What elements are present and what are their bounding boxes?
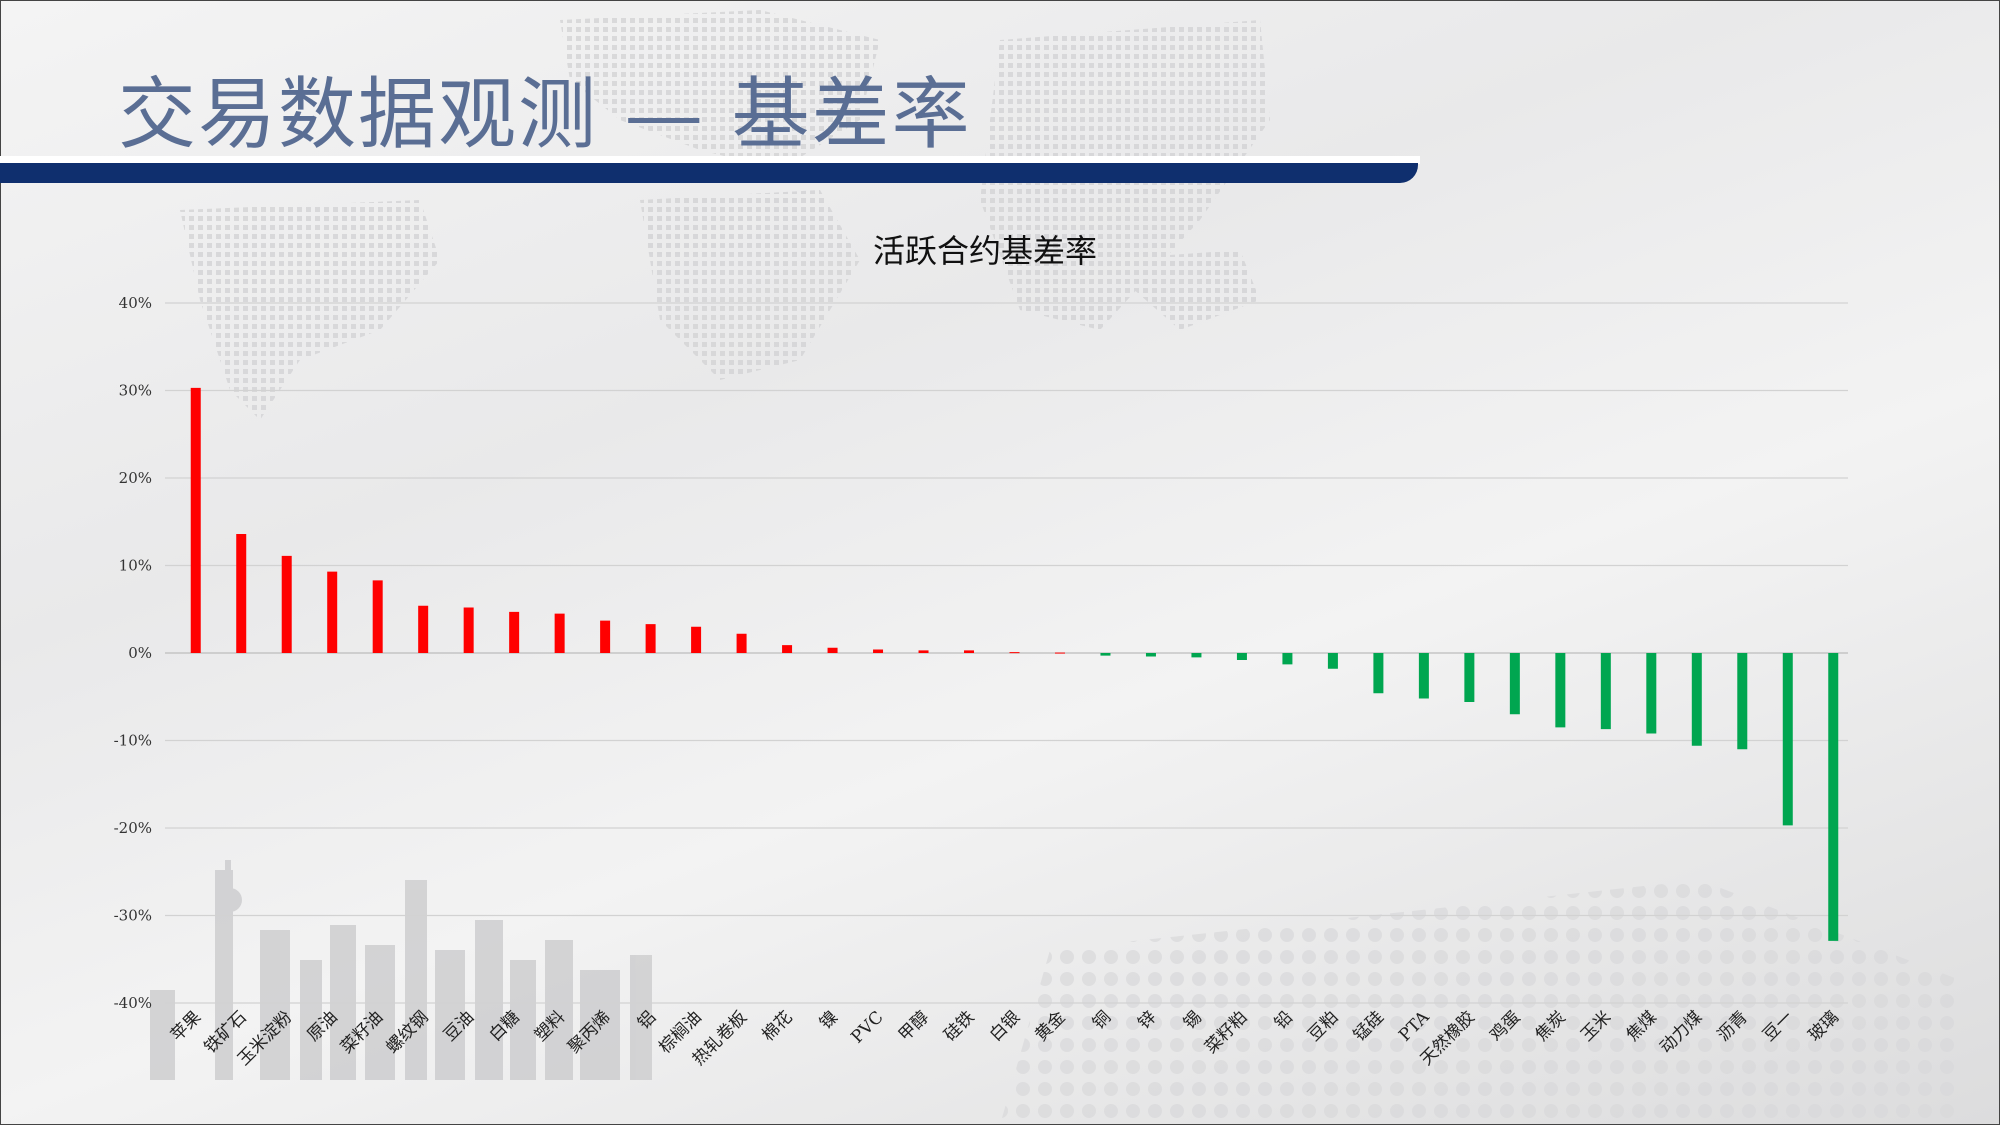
- bar: [964, 650, 975, 653]
- bar: [918, 650, 929, 653]
- x-category-label: 豆油: [440, 1007, 478, 1045]
- bar: [1418, 653, 1429, 699]
- bar: [1191, 653, 1202, 658]
- bar: [190, 387, 201, 653]
- bar: [418, 605, 429, 653]
- x-category-label: PTA: [1395, 1007, 1434, 1046]
- x-category-label: 聚丙烯: [564, 1007, 614, 1057]
- bar: [236, 534, 247, 653]
- y-tick-label: 0%: [128, 644, 152, 662]
- y-axis-ticks: 40% 30% 20% 10% 0% -10% -20% -30% -40%: [114, 294, 152, 1012]
- bar: [554, 613, 565, 653]
- x-category-label: 白银: [986, 1007, 1024, 1045]
- y-tick-label: 20%: [119, 469, 152, 487]
- x-category-label: 白糖: [486, 1007, 524, 1045]
- x-category-label: 锡: [1180, 1007, 1206, 1033]
- bar: [1327, 653, 1338, 669]
- bar: [645, 624, 656, 653]
- y-tick-label: 10%: [119, 557, 152, 575]
- x-axis-labels: 苹果铁矿石玉米淀粉 原油菜籽油螺纹钢 豆油 白糖 塑料聚丙烯 铝棕榈油热轧卷板 棉花镍 PVC…: [167, 1007, 1843, 1070]
- bar: [463, 607, 474, 653]
- bar: [827, 647, 838, 653]
- bar: [1691, 653, 1702, 746]
- x-category-label: 菜籽油: [337, 1007, 387, 1057]
- x-category-label: 塑料: [531, 1007, 569, 1045]
- x-category-label: 棉花: [758, 1007, 796, 1045]
- x-category-label: 铝: [634, 1007, 660, 1033]
- x-category-label: 甲醇: [895, 1007, 933, 1045]
- y-tick-label: 30%: [119, 382, 152, 400]
- bar: [281, 555, 292, 653]
- x-category-label: 锰硅: [1350, 1007, 1388, 1045]
- bar: [600, 620, 611, 653]
- bars: [190, 387, 1839, 941]
- bar: [1600, 653, 1611, 730]
- x-category-label: 铅: [1271, 1007, 1297, 1033]
- x-category-label: 玻璃: [1805, 1007, 1843, 1045]
- x-category-label: 原油: [304, 1007, 342, 1045]
- page-title: 交易数据观测 — 基差率: [118, 70, 972, 160]
- x-category-label: 焦煤: [1623, 1007, 1661, 1045]
- bar: [782, 645, 793, 653]
- x-category-label: 玉米: [1577, 1007, 1615, 1045]
- bar: [1236, 653, 1247, 660]
- x-category-label: 鸡蛋: [1486, 1007, 1524, 1045]
- bar: [509, 611, 520, 653]
- bar: [1828, 653, 1839, 941]
- bar: [1782, 653, 1793, 826]
- bar: [327, 571, 338, 653]
- x-category-label: 螺纹钢: [383, 1007, 433, 1057]
- bar: [1009, 652, 1020, 654]
- bar: [1646, 653, 1657, 734]
- y-tick-label: -30%: [114, 907, 152, 925]
- bar: [1555, 653, 1566, 728]
- chart-title: 活跃合约基差率: [873, 232, 1097, 270]
- x-category-label: 菜籽粕: [1201, 1007, 1251, 1057]
- bar: [873, 649, 884, 653]
- bar: [736, 633, 747, 653]
- x-category-label: 豆一: [1759, 1007, 1797, 1045]
- bar: [1145, 653, 1156, 657]
- header-highlight: [0, 156, 1420, 164]
- x-category-label: PVC: [847, 1007, 887, 1047]
- bar: [1373, 653, 1384, 694]
- x-category-label: 动力煤: [1656, 1007, 1706, 1057]
- x-category-label: 豆粕: [1304, 1007, 1342, 1045]
- x-category-label: 铜: [1089, 1007, 1115, 1033]
- bar: [1054, 652, 1065, 654]
- bar: [372, 580, 383, 653]
- x-category-label: 焦炭: [1532, 1007, 1570, 1045]
- x-category-label: 黄金: [1031, 1007, 1069, 1045]
- bar: [1509, 653, 1520, 715]
- y-tick-label: -10%: [114, 732, 152, 750]
- bar: [691, 626, 702, 653]
- y-tick-label: -40%: [114, 994, 152, 1012]
- x-category-label: 苹果: [167, 1007, 205, 1045]
- x-category-label: 硅铁: [940, 1007, 978, 1045]
- x-category-label: 锌: [1134, 1007, 1160, 1033]
- bar: [1464, 653, 1475, 702]
- y-tick-label: -20%: [114, 819, 152, 837]
- bar: [1282, 653, 1293, 665]
- x-category-label: 沥青: [1714, 1007, 1752, 1045]
- y-tick-label: 40%: [119, 294, 152, 312]
- gridlines: [165, 302, 1848, 1004]
- bar: [1737, 653, 1748, 750]
- x-category-label: 镍: [816, 1007, 842, 1033]
- header-bar: [0, 163, 1418, 183]
- bar: [1100, 653, 1111, 656]
